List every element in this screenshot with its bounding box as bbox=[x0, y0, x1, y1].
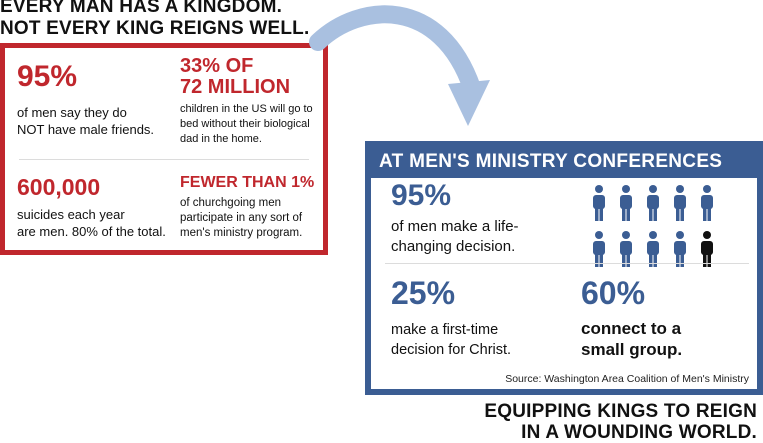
stat-churchgoing-text: of churchgoing men participate in any so… bbox=[180, 196, 302, 241]
stat-small-group-number: 60% bbox=[581, 275, 646, 311]
stat-small-group-text: connect to a small group. bbox=[581, 318, 682, 360]
stat-suicides-text-line1: suicides each year bbox=[17, 207, 125, 222]
headline: EVERY MAN HAS A KINGDOM. NOT EVERY KING … bbox=[0, 0, 309, 40]
stat-life-changing-text: of men make a life- changing decision. bbox=[391, 217, 519, 257]
person-icon bbox=[701, 231, 713, 267]
headline-line1: EVERY MAN HAS A KINGDOM. bbox=[0, 0, 283, 17]
footer-tagline: EQUIPPING KINGS TO REIGN IN A WOUNDING W… bbox=[484, 401, 757, 443]
stat-children-text-line2: bed without their biological bbox=[180, 118, 310, 130]
headline-line2: NOT EVERY KING REIGNS WELL. bbox=[0, 18, 310, 39]
footer-line1: EQUIPPING KINGS TO REIGN bbox=[484, 401, 757, 422]
stat-men-friends-text: of men say they do NOT have male friends… bbox=[17, 104, 154, 138]
stat-first-time-text: make a first-time decision for Christ. bbox=[391, 320, 511, 360]
stat-children-text: children in the US will go to bed withou… bbox=[180, 102, 313, 147]
blue-box-header-text: AT MEN'S MINISTRY CONFERENCES bbox=[379, 151, 723, 172]
person-icon bbox=[593, 185, 605, 221]
stat-small-group-text-line2: small group. bbox=[581, 340, 683, 359]
red-stats-box: 95% of men say they do NOT have male fri… bbox=[0, 43, 328, 255]
blue-box-header: AT MEN'S MINISTRY CONFERENCES bbox=[371, 147, 757, 178]
person-icon bbox=[620, 185, 632, 221]
stat-life-changing-text-line2: changing decision. bbox=[391, 238, 516, 255]
stat-men-friends-text-line2: NOT have male friends. bbox=[17, 122, 155, 137]
stat-children-text-line1: children in the US will go to bbox=[180, 103, 313, 115]
stat-suicides-text-line2: are men. 80% of the total. bbox=[17, 224, 166, 239]
person-icon bbox=[620, 231, 632, 267]
stat-churchgoing-number: FEWER THAN 1% bbox=[180, 174, 315, 191]
stat-men-friends-text-line1: of men say they do bbox=[17, 105, 127, 120]
person-icon bbox=[647, 231, 659, 267]
person-icon bbox=[674, 231, 686, 267]
stat-churchgoing-text-line1: of churchgoing men bbox=[180, 197, 282, 209]
stat-first-time-number: 25% bbox=[391, 275, 456, 311]
person-icon bbox=[593, 231, 605, 267]
curved-arrow-icon bbox=[309, 5, 490, 126]
stat-children-number-line1: 33% OF bbox=[180, 55, 254, 77]
stat-life-changing-text-line1: of men make a life- bbox=[391, 218, 519, 235]
stat-churchgoing-text-line2: participate in any sort of bbox=[180, 212, 303, 224]
person-icon bbox=[701, 185, 713, 221]
stat-children-text-line3: dad in the home. bbox=[180, 133, 262, 145]
footer-line2: IN A WOUNDING WORLD. bbox=[521, 422, 757, 443]
blue-stats-box: AT MEN'S MINISTRY CONFERENCES 95% of men… bbox=[365, 141, 763, 395]
person-icon bbox=[647, 185, 659, 221]
stat-churchgoing-text-line3: men's ministry program. bbox=[180, 227, 303, 239]
person-icon bbox=[674, 185, 686, 221]
stat-small-group-text-line1: connect to a bbox=[581, 319, 682, 338]
stat-first-time-text-line1: make a first-time bbox=[391, 322, 499, 338]
blue-divider bbox=[385, 263, 749, 264]
red-divider bbox=[19, 159, 309, 160]
stat-men-friends-number: 95% bbox=[17, 60, 78, 93]
stat-life-changing-number: 95% bbox=[391, 179, 452, 212]
stat-children-number: 33% OF 72 MILLION bbox=[180, 56, 290, 98]
people-icon-grid bbox=[593, 185, 713, 267]
stat-suicides-number: 600,000 bbox=[17, 174, 101, 200]
stat-children-number-line2: 72 MILLION bbox=[180, 76, 291, 98]
stat-first-time-text-line2: decision for Christ. bbox=[391, 342, 512, 358]
source-citation: Source: Washington Area Coalition of Men… bbox=[505, 373, 749, 385]
stat-suicides-text: suicides each year are men. 80% of the t… bbox=[17, 206, 166, 240]
